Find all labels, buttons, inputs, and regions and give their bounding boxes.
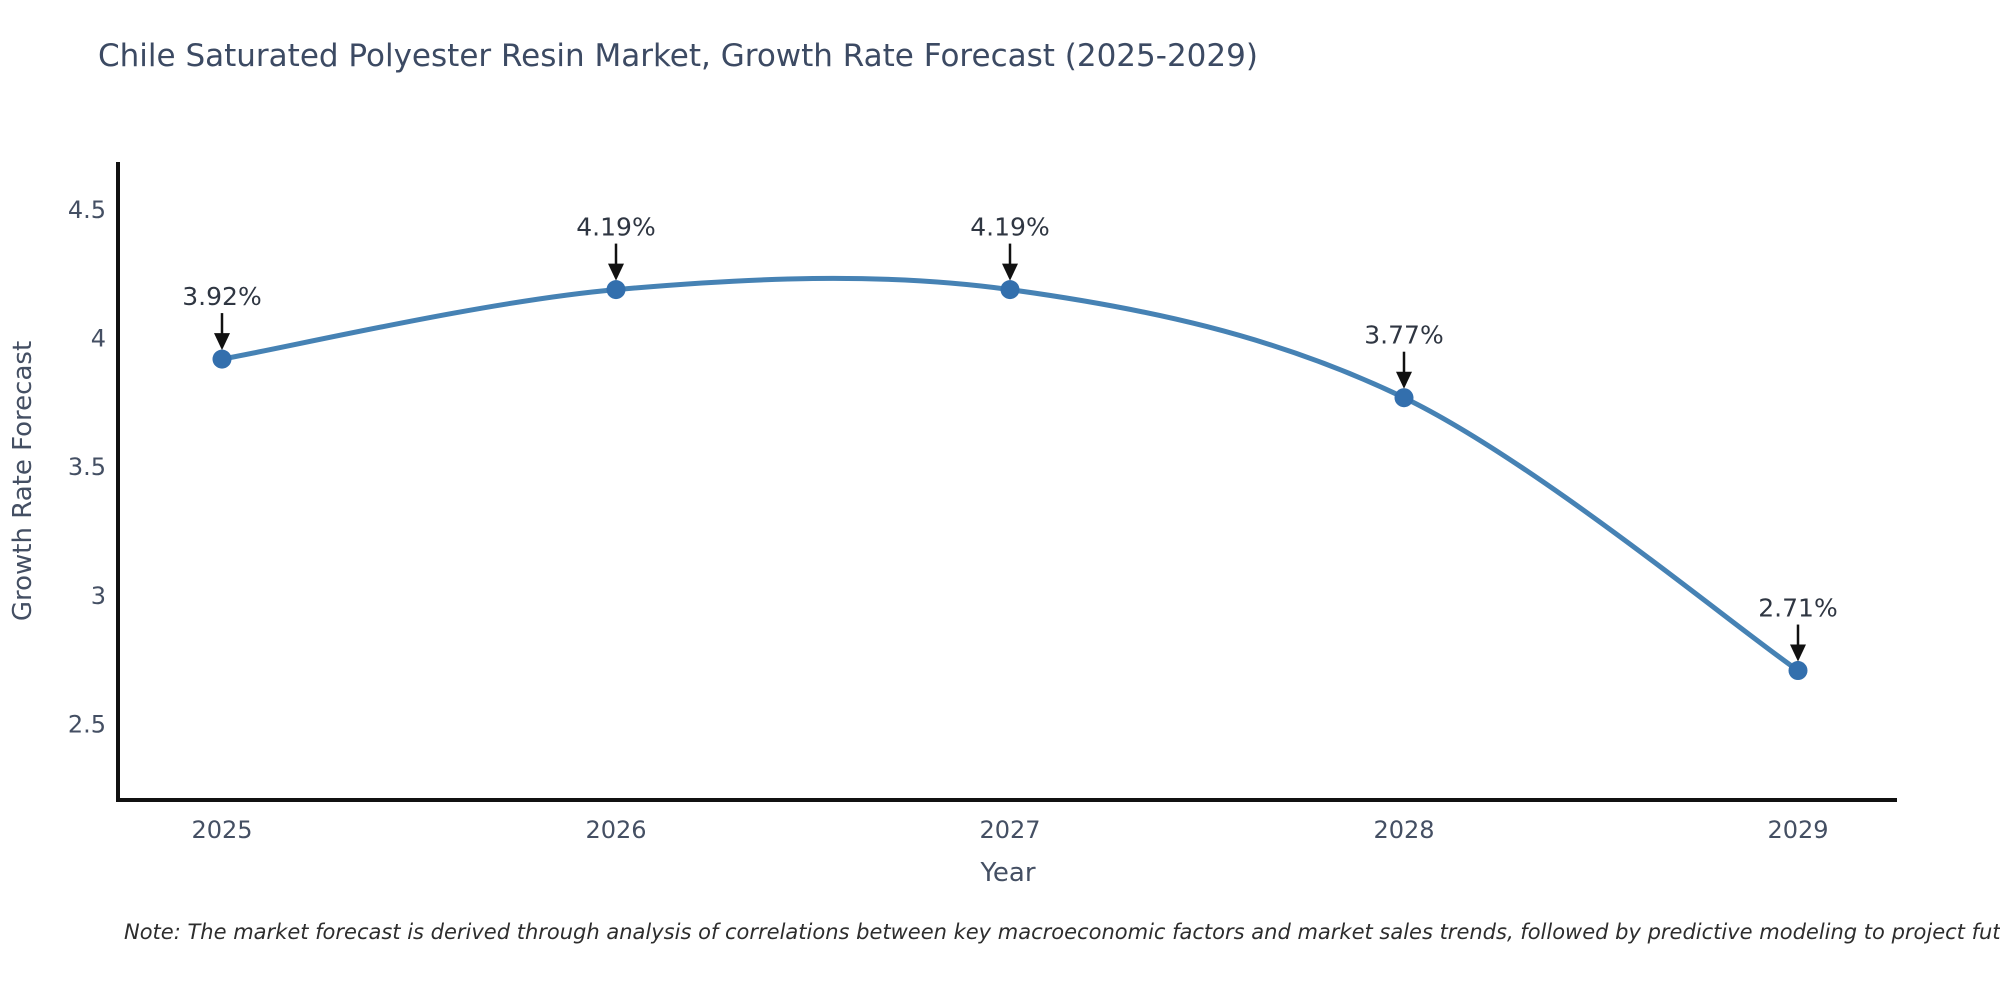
x-tick-label: 2029 (1767, 816, 1828, 844)
annotation-label: 2.71% (1758, 594, 1837, 623)
x-tick-label: 2027 (979, 816, 1040, 844)
data-point-marker (1394, 388, 1414, 408)
y-tick-label: 2.5 (68, 711, 106, 739)
footnote: Note: The market forecast is derived thr… (124, 920, 2000, 944)
y-tick-label: 3 (91, 582, 106, 610)
annotation-arrow-head (1790, 644, 1806, 662)
annotation-label: 3.77% (1364, 321, 1443, 350)
annotation-label: 4.19% (576, 213, 655, 242)
data-point-marker (606, 280, 626, 300)
data-point-marker (212, 349, 232, 369)
x-axis-title: Year (980, 858, 1036, 888)
x-tick-label: 2025 (191, 816, 252, 844)
annotation-arrow-head (1002, 263, 1018, 281)
y-tick-label: 3.5 (68, 453, 106, 481)
annotation-arrow-head (608, 263, 624, 281)
annotation-arrow-head (214, 333, 230, 351)
annotation-label: 4.19% (970, 213, 1049, 242)
y-tick-label: 4 (91, 325, 106, 353)
data-point-marker (1000, 280, 1020, 300)
x-tick-label: 2028 (1373, 816, 1434, 844)
annotation-label: 3.92% (182, 282, 261, 311)
x-tick-label: 2026 (585, 816, 646, 844)
data-point-marker (1788, 661, 1808, 681)
y-tick-label: 4.5 (68, 196, 106, 224)
chart-title: Chile Saturated Polyester Resin Market, … (98, 38, 1258, 74)
trend-line (219, 275, 1801, 674)
annotation-arrow-head (1396, 371, 1412, 389)
